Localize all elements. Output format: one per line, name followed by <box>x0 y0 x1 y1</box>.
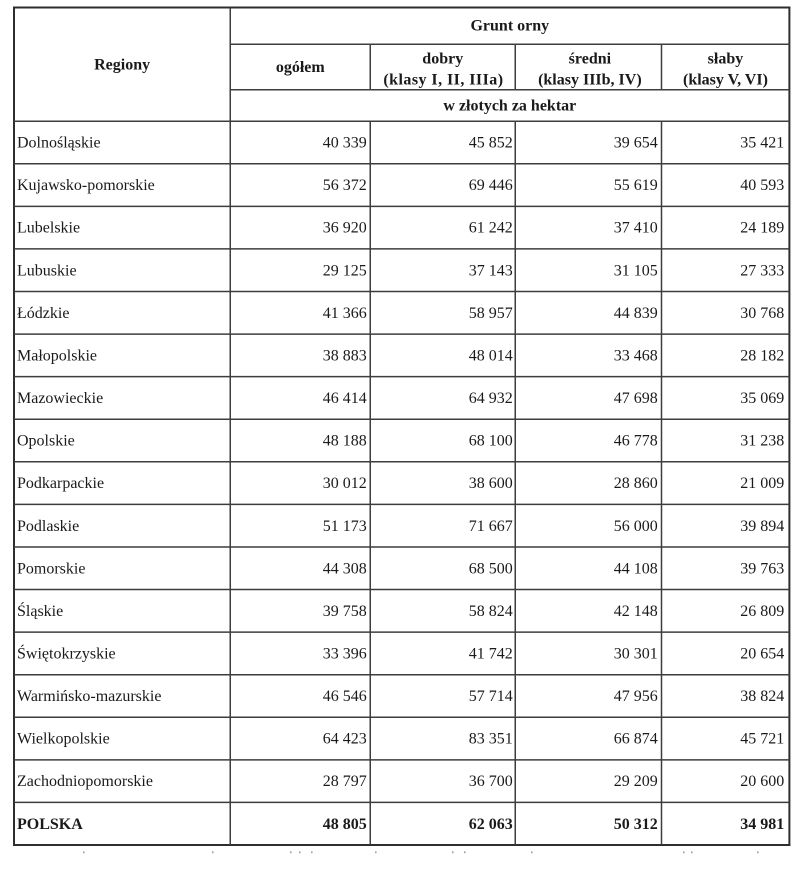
svg-text:24 189: 24 189 <box>740 220 784 237</box>
svg-text:Pomorskie: Pomorskie <box>17 560 85 577</box>
svg-text:Warmińsko-mazurskie: Warmińsko-mazurskie <box>17 688 161 705</box>
svg-text:45 852: 45 852 <box>469 135 513 152</box>
svg-text:20 654: 20 654 <box>740 646 784 663</box>
svg-text:44 308: 44 308 <box>323 560 367 577</box>
svg-text:50 312: 50 312 <box>614 816 658 833</box>
svg-text:Opolskie: Opolskie <box>17 433 75 450</box>
svg-text:46 778: 46 778 <box>614 433 658 450</box>
svg-text:Regiony: Regiony <box>94 56 150 73</box>
svg-text:35 069: 35 069 <box>740 390 784 407</box>
svg-text:56 000: 56 000 <box>614 518 658 535</box>
svg-text:33 468: 33 468 <box>614 347 658 364</box>
svg-text:44 839: 44 839 <box>614 305 658 322</box>
svg-text:64 423: 64 423 <box>323 731 367 748</box>
svg-text:w złotych za hektar: w złotych za hektar <box>443 98 576 115</box>
svg-text:(klasy IIIb, IV): (klasy IIIb, IV) <box>538 72 642 89</box>
svg-text:słaby: słaby <box>708 51 744 68</box>
svg-text:Wielkopolskie: Wielkopolskie <box>17 731 110 748</box>
svg-text:29 125: 29 125 <box>323 262 367 279</box>
svg-text:(klasy V, VI): (klasy V, VI) <box>683 72 768 89</box>
svg-text:37 410: 37 410 <box>614 220 658 237</box>
svg-text:56 372: 56 372 <box>323 177 367 194</box>
svg-text:42 148: 42 148 <box>614 603 658 620</box>
svg-text:83 351: 83 351 <box>469 731 513 748</box>
svg-text:35 421: 35 421 <box>740 135 784 152</box>
svg-text:64 932: 64 932 <box>469 390 513 407</box>
svg-text:Śląskie: Śląskie <box>17 601 63 620</box>
svg-text:58 824: 58 824 <box>469 603 513 620</box>
svg-text:34 981: 34 981 <box>740 816 784 833</box>
svg-text:47 698: 47 698 <box>614 390 658 407</box>
svg-text:41 366: 41 366 <box>323 305 367 322</box>
svg-text:66 874: 66 874 <box>614 731 658 748</box>
svg-text:68 100: 68 100 <box>469 433 513 450</box>
svg-text:69 446: 69 446 <box>469 177 513 194</box>
svg-text:46 414: 46 414 <box>323 390 367 407</box>
svg-text:36 700: 36 700 <box>469 773 513 790</box>
svg-text:21 009: 21 009 <box>740 475 784 492</box>
svg-text:Łódzkie: Łódzkie <box>17 305 69 322</box>
svg-text:ogółem: ogółem <box>276 59 326 76</box>
svg-text:47 956: 47 956 <box>614 688 658 705</box>
svg-text:33 396: 33 396 <box>323 646 367 663</box>
svg-text:31 238: 31 238 <box>740 433 784 450</box>
svg-text:29 209: 29 209 <box>614 773 658 790</box>
svg-text:37 143: 37 143 <box>469 262 513 279</box>
svg-text:39 758: 39 758 <box>323 603 367 620</box>
svg-text:61 242: 61 242 <box>469 220 513 237</box>
svg-text:30 012: 30 012 <box>323 475 367 492</box>
svg-text:39 894: 39 894 <box>740 518 784 535</box>
svg-text:28 182: 28 182 <box>740 347 784 364</box>
svg-text:39 654: 39 654 <box>614 135 658 152</box>
svg-text:26 809: 26 809 <box>740 603 784 620</box>
svg-text:55 619: 55 619 <box>614 177 658 194</box>
svg-text:41 742: 41 742 <box>469 646 513 663</box>
svg-text:44 108: 44 108 <box>614 560 658 577</box>
svg-text:40 593: 40 593 <box>740 177 784 194</box>
svg-text:28 860: 28 860 <box>614 475 658 492</box>
svg-text:Zachodniopomorskie: Zachodniopomorskie <box>17 773 153 790</box>
svg-text:Lubelskie: Lubelskie <box>17 220 80 237</box>
svg-text:30 768: 30 768 <box>740 305 784 322</box>
svg-text:20 600: 20 600 <box>740 773 784 790</box>
svg-text:Mazowieckie: Mazowieckie <box>17 390 103 407</box>
svg-text:45 721: 45 721 <box>740 731 784 748</box>
svg-text:31 105: 31 105 <box>614 262 658 279</box>
svg-text:48 014: 48 014 <box>469 347 513 364</box>
svg-text:38 824: 38 824 <box>740 688 784 705</box>
svg-text:68 500: 68 500 <box>469 560 513 577</box>
svg-text:48 188: 48 188 <box>323 433 367 450</box>
svg-text:48 805: 48 805 <box>323 816 367 833</box>
svg-text:średni: średni <box>569 51 612 68</box>
svg-text:Podkarpackie: Podkarpackie <box>17 475 104 492</box>
svg-text:Podlaskie: Podlaskie <box>17 518 79 535</box>
svg-text:27 333: 27 333 <box>740 262 784 279</box>
svg-text:51 173: 51 173 <box>323 518 367 535</box>
svg-text:dobry: dobry <box>422 51 463 68</box>
svg-text:58 957: 58 957 <box>469 305 513 322</box>
svg-text:Świętokrzyskie: Świętokrzyskie <box>17 644 116 663</box>
svg-text:57 714: 57 714 <box>469 688 513 705</box>
svg-text:Małopolskie: Małopolskie <box>17 347 97 364</box>
svg-text:36 920: 36 920 <box>323 220 367 237</box>
svg-text:62 063: 62 063 <box>469 816 513 833</box>
svg-text:Kujawsko-pomorskie: Kujawsko-pomorskie <box>17 177 155 194</box>
svg-text:46 546: 46 546 <box>323 688 367 705</box>
svg-text:Grunt orny: Grunt orny <box>470 18 549 35</box>
svg-text:39 763: 39 763 <box>740 560 784 577</box>
svg-text:28 797: 28 797 <box>323 773 367 790</box>
svg-text:Lubuskie: Lubuskie <box>17 262 77 279</box>
svg-text:38 600: 38 600 <box>469 475 513 492</box>
svg-text:30 301: 30 301 <box>614 646 658 663</box>
svg-text:POLSKA: POLSKA <box>17 816 83 833</box>
svg-text:40 339: 40 339 <box>323 135 367 152</box>
svg-text:71 667: 71 667 <box>469 518 513 535</box>
svg-text:Dolnośląskie: Dolnośląskie <box>17 135 101 152</box>
svg-text:(klasy I, II, IIIa): (klasy I, II, IIIa) <box>383 72 503 89</box>
svg-text:38 883: 38 883 <box>323 347 367 364</box>
